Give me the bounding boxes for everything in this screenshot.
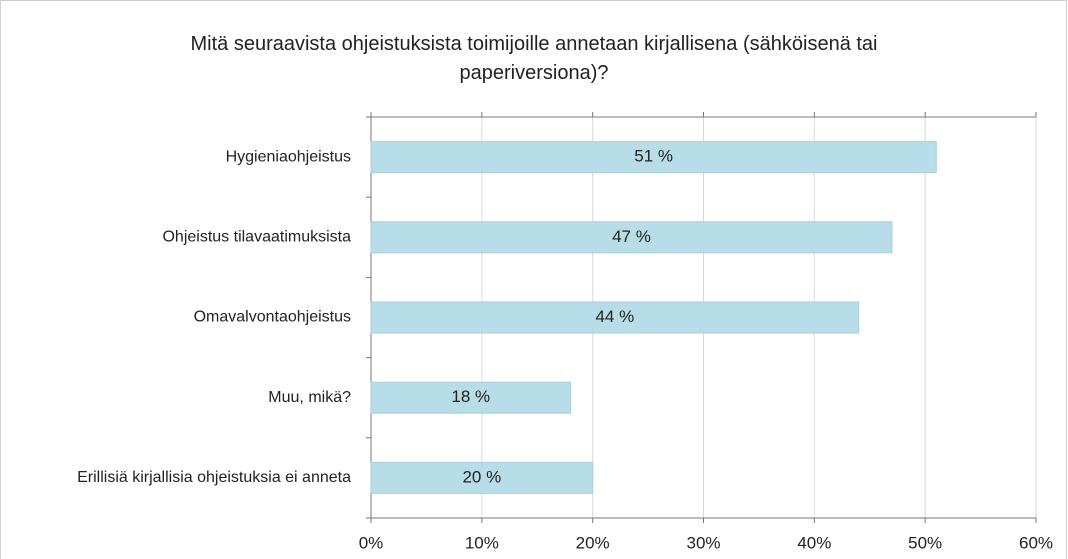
bar: [370, 221, 893, 254]
x-tick-label: 0%: [359, 533, 384, 552]
value-label: 47 %: [612, 227, 651, 246]
y-tick-label: Muu, mikä?: [268, 389, 351, 406]
x-tick-label: 10%: [465, 533, 499, 552]
y-tick-label: Ohjeistus tilavaatimuksista: [162, 229, 351, 246]
value-label: 18 %: [451, 387, 490, 406]
x-tick-label: 50%: [908, 533, 942, 552]
x-tick-label: 30%: [686, 533, 720, 552]
chart-title: Mitä seuraavista ohjeistuksista toimijoi…: [190, 33, 878, 84]
y-tick-label: Erillisiä kirjallisia ohjeistuksia ei an…: [77, 469, 351, 486]
x-tick-label: 60%: [1019, 533, 1053, 552]
bar: [370, 141, 937, 174]
bar: [370, 461, 594, 494]
value-label: 20 %: [462, 467, 501, 486]
bar: [370, 381, 571, 414]
value-label: 44 %: [595, 307, 634, 326]
x-tick-label: 20%: [576, 533, 610, 552]
bar: [370, 301, 860, 334]
y-tick-label: Hygieniaohjeistus: [226, 148, 351, 165]
y-tick-label: Omavalvontaohjeistus: [194, 309, 351, 326]
value-label: 51 %: [634, 147, 673, 166]
x-tick-label: 40%: [797, 533, 831, 552]
